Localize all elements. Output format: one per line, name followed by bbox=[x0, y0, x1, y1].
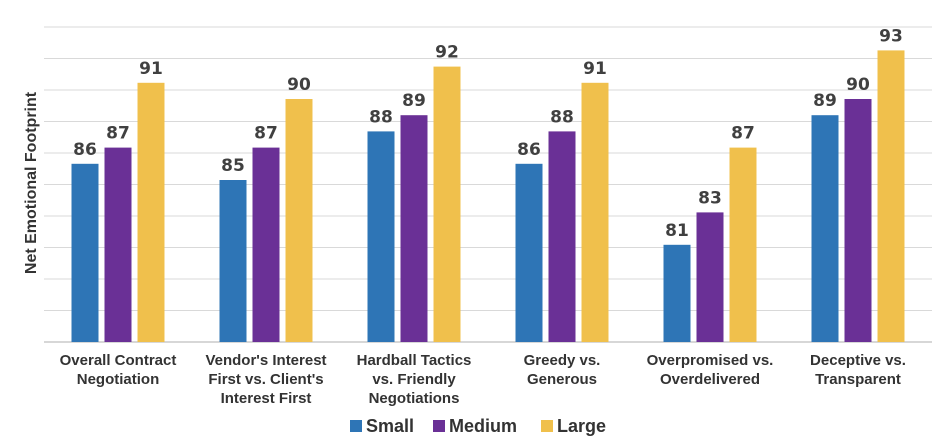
category-label: Hardball Tactics vs. Friendly Negotiations bbox=[357, 352, 472, 407]
bar-small bbox=[663, 244, 691, 342]
legend-label-large: Large bbox=[557, 416, 606, 436]
bar-medium bbox=[696, 212, 724, 342]
category-label: Deceptive vs. Transparent bbox=[810, 352, 906, 388]
bar-medium bbox=[400, 115, 428, 342]
legend-swatch-small bbox=[350, 420, 362, 432]
legend-swatch-large bbox=[541, 420, 553, 432]
bar-small bbox=[219, 180, 247, 342]
data-label: 91 bbox=[583, 59, 607, 79]
data-label: 90 bbox=[287, 75, 311, 95]
data-label: 89 bbox=[402, 91, 426, 111]
bar-medium bbox=[548, 131, 576, 342]
bar-small bbox=[71, 163, 99, 342]
bar-large bbox=[137, 82, 165, 343]
legend-swatch-medium bbox=[433, 420, 445, 432]
data-label: 86 bbox=[517, 140, 541, 160]
gridlines bbox=[44, 26, 932, 343]
category-label: Vendor's Interest First vs. Client's Inter… bbox=[205, 352, 326, 407]
data-label: 86 bbox=[73, 140, 97, 160]
category-label: Overall Contract Negotiation bbox=[60, 352, 177, 388]
data-label: 87 bbox=[106, 124, 130, 144]
data-label: 88 bbox=[369, 107, 393, 127]
data-label: 89 bbox=[813, 91, 837, 111]
bar-large bbox=[433, 66, 461, 342]
data-label: 90 bbox=[846, 75, 870, 95]
data-label: 83 bbox=[698, 188, 722, 208]
category-labels: Overall Contract Negotiation Vendor's Inte… bbox=[60, 352, 906, 407]
data-label: 92 bbox=[435, 43, 459, 63]
bar-small bbox=[811, 115, 839, 342]
legend-label-medium: Medium bbox=[449, 416, 517, 436]
y-axis-label: Net Emotional Footprint bbox=[23, 91, 40, 274]
bar-large bbox=[285, 99, 313, 342]
bar-small bbox=[515, 163, 543, 342]
bar-large bbox=[581, 82, 609, 343]
bars bbox=[71, 50, 905, 343]
legend-label-small: Small bbox=[366, 416, 414, 436]
bar-medium bbox=[104, 147, 132, 342]
data-label: 85 bbox=[221, 156, 245, 176]
data-label: 81 bbox=[665, 221, 689, 241]
bar-large bbox=[877, 50, 905, 343]
data-label: 87 bbox=[254, 124, 278, 144]
bar-large bbox=[729, 147, 757, 342]
category-label: Greedy vs. Generous bbox=[524, 352, 601, 388]
bar-medium bbox=[844, 99, 872, 342]
bar-medium bbox=[252, 147, 280, 342]
bar-small bbox=[367, 131, 395, 342]
data-label: 87 bbox=[731, 124, 755, 144]
legend: Small Medium Large bbox=[350, 416, 606, 436]
category-label: Overpromised vs. Overdelivered bbox=[647, 352, 774, 388]
data-label: 93 bbox=[879, 26, 903, 46]
data-label: 88 bbox=[550, 107, 574, 127]
data-label: 91 bbox=[139, 59, 163, 79]
data-labels: 86 87 91 85 87 90 88 89 92 86 88 91 81 83 87 89 90 93 bbox=[73, 26, 903, 240]
